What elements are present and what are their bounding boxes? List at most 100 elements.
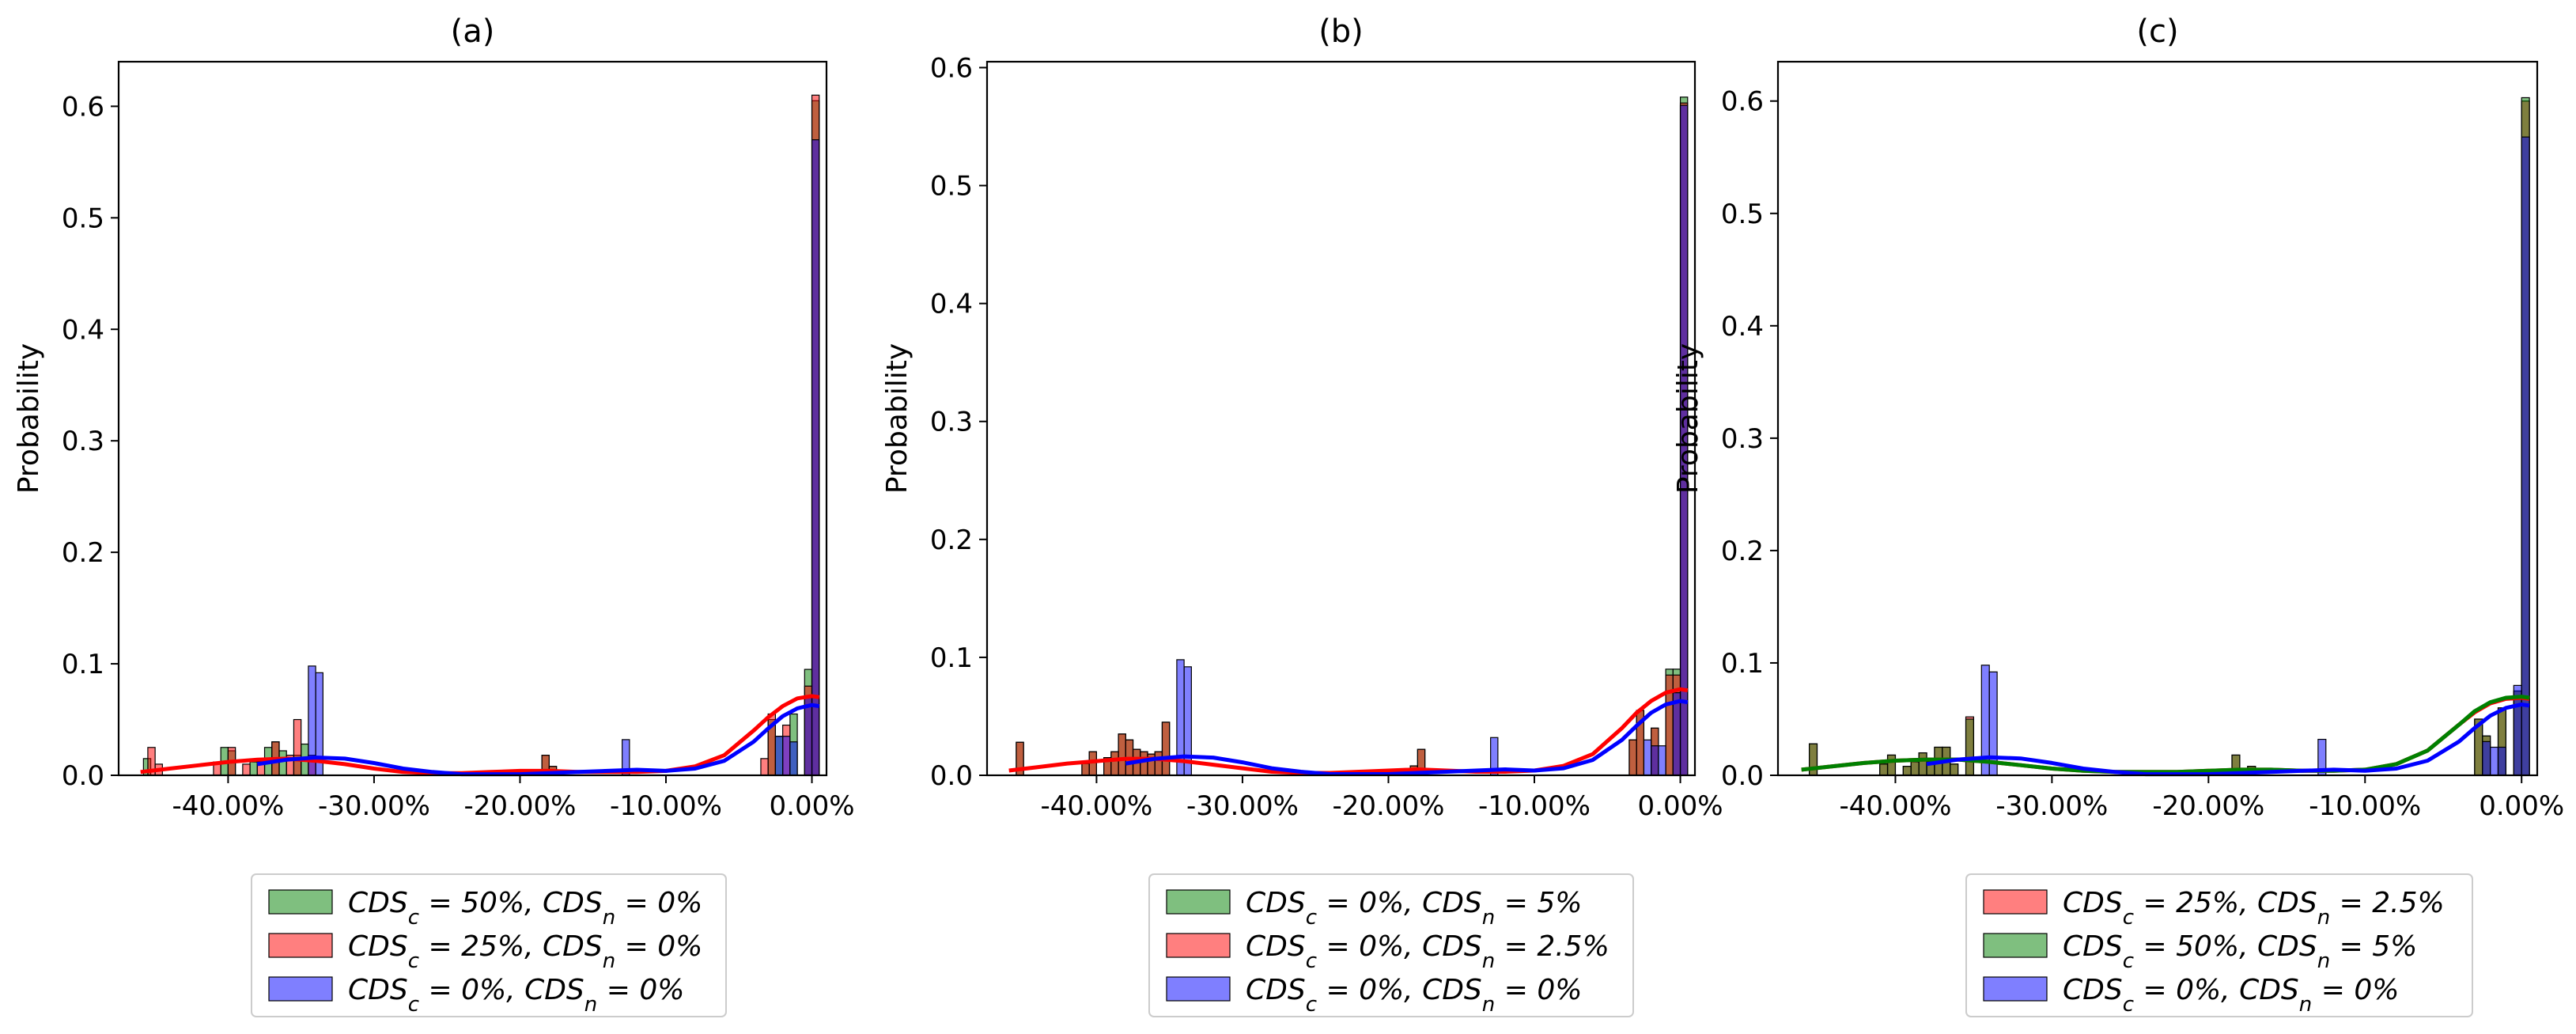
- legend: CDSc = 50%, CDSn = 0%CDSc = 25%, CDSn = …: [251, 873, 727, 1017]
- legend: CDSc = 0%, CDSn = 5%CDSc = 0%, CDSn = 2.…: [1148, 873, 1634, 1017]
- kde-curve: [256, 703, 820, 777]
- histogram-bar: [1081, 763, 1090, 776]
- y-tick-label: 0.6: [62, 91, 104, 123]
- histogram-bar: [293, 718, 302, 776]
- y-tick-label: 0.0: [930, 760, 973, 792]
- x-tick-label: 0.00%: [770, 790, 855, 822]
- histogram-bar: [1140, 751, 1148, 776]
- series-0: [1016, 97, 1689, 776]
- histogram-bar: [1886, 754, 1897, 776]
- histogram-bar: [1879, 763, 1889, 776]
- kde-curve: [1926, 703, 2530, 777]
- histogram-bar: [1110, 751, 1119, 776]
- axes-frame: [117, 60, 828, 777]
- legend: CDSc = 25%, CDSn = 2.5%CDSc = 50%, CDSn …: [1965, 873, 2473, 1017]
- x-tick-label: -30.00%: [318, 790, 430, 822]
- histogram-bar: [1658, 745, 1666, 776]
- histogram-bar: [1672, 692, 1681, 776]
- kde-curve: [1008, 687, 1689, 775]
- histogram-bar: [1161, 722, 1171, 776]
- histogram-bar: [1902, 766, 1912, 776]
- legend-swatch: [1166, 933, 1231, 958]
- kde-curve: [1125, 699, 1689, 776]
- legend-label: CDSc = 0%, CDSn = 2.5%: [1246, 930, 1610, 973]
- chart-title: (b): [1318, 13, 1364, 50]
- series-1: [1808, 97, 2530, 776]
- histogram-bar: [1154, 751, 1163, 776]
- histogram-bar: [1183, 666, 1192, 776]
- axes-frame: [1776, 60, 2539, 777]
- histogram-bar: [760, 758, 769, 776]
- y-tick-label: 0.6: [1721, 86, 1764, 118]
- x-tick-label: 0.00%: [1638, 790, 1723, 822]
- x-tick-label: -30.00%: [1995, 790, 2108, 822]
- legend-swatch: [268, 976, 333, 1002]
- y-tick-label: 0.1: [1721, 648, 1764, 680]
- histogram-bar: [782, 736, 791, 776]
- histogram-bar: [2490, 746, 2499, 776]
- subplot-b: (b) 0.0 0.1 0.2 0.3 0.4 0.5 0.6 -40.00% -30.00% -2…: [881, 13, 1723, 1017]
- axes-frame: [985, 60, 1697, 777]
- y-axis-label: Probability: [13, 343, 45, 494]
- legend-label: CDSc = 0%, CDSn = 0%: [1246, 974, 1582, 1017]
- histogram-bar: [278, 750, 287, 776]
- legend-swatch: [1166, 889, 1231, 915]
- y-tick-label: 0.3: [62, 426, 104, 457]
- x-tick-label: -10.00%: [1478, 790, 1591, 822]
- legend-box: [251, 873, 727, 1017]
- histogram-bar: [1965, 718, 1975, 776]
- series-2: [1980, 136, 2530, 776]
- x-tick-label: -40.00%: [172, 790, 284, 822]
- series-1: [1016, 102, 1689, 776]
- histogram-bar: [774, 736, 784, 776]
- y-tick-label: 0.5: [1721, 199, 1764, 230]
- histogram-bar: [1628, 739, 1637, 776]
- legend-label: CDSc = 25%, CDSn = 2.5%: [2063, 887, 2445, 930]
- histogram-bar: [789, 741, 798, 776]
- chart-title: (a): [451, 13, 495, 50]
- histogram-bar: [804, 696, 813, 776]
- series-0: [142, 100, 820, 776]
- histogram-bar: [1643, 739, 1652, 776]
- histogram-bar: [242, 763, 251, 776]
- y-tick-label: 0.0: [1721, 760, 1764, 792]
- x-tick-label: -20.00%: [1333, 790, 1445, 822]
- y-tick-label: 0.0: [62, 760, 104, 792]
- y-axis-label: Probability: [881, 343, 914, 494]
- legend-label: CDSc = 50%, CDSn = 0%: [348, 887, 702, 930]
- kde-curve: [1801, 695, 2530, 775]
- histogram-bar: [2497, 746, 2507, 776]
- histogram-bar: [249, 761, 258, 776]
- y-tick-label: 0.2: [62, 537, 104, 569]
- series-2: [1176, 104, 1689, 776]
- y-tick-label: 0.3: [930, 407, 973, 438]
- histogram-bar: [811, 139, 820, 776]
- histogram-bar: [1988, 671, 1998, 776]
- y-tick-label: 0.4: [62, 314, 104, 346]
- legend-swatch: [1983, 889, 2048, 915]
- subplot-c: (c) 0.0 0.1 0.2 0.3 0.4 0.5 0.6 -40.00% -30.00% -2…: [1672, 13, 2564, 1017]
- histogram-bar: [2482, 740, 2491, 776]
- legend-label: CDSc = 0%, CDSn = 0%: [348, 974, 684, 1017]
- y-tick-label: 0.4: [1721, 311, 1764, 343]
- x-tick-label: -20.00%: [2152, 790, 2264, 822]
- y-tick-label: 0.1: [62, 649, 104, 680]
- kde-curve: [140, 694, 820, 775]
- y-axis-label: Probability: [1672, 343, 1704, 494]
- histogram-bar: [1918, 752, 1927, 776]
- legend-swatch: [268, 933, 333, 958]
- legend-label: CDSc = 50%, CDSn = 5%: [2063, 930, 2417, 973]
- y-tick-label: 0.2: [930, 525, 973, 556]
- histogram-bar: [1651, 745, 1659, 776]
- x-tick-label: -20.00%: [464, 790, 577, 822]
- legend-label: CDSc = 0%, CDSn = 5%: [1246, 887, 1582, 930]
- y-tick-label: 0.5: [930, 171, 973, 203]
- x-tick-label: -10.00%: [2309, 790, 2421, 822]
- subplot-a: (a) 0.0 0.1 0.2 0.3 0.4 0.5 0.6 -40.00% -30.00% -2…: [13, 13, 855, 1017]
- legend-swatch: [268, 889, 333, 915]
- series-2: [308, 139, 820, 776]
- x-tick-label: -10.00%: [610, 790, 722, 822]
- y-tick-label: 0.6: [930, 52, 973, 84]
- legend-swatch: [1166, 976, 1231, 1002]
- x-tick-label: -40.00%: [1839, 790, 1951, 822]
